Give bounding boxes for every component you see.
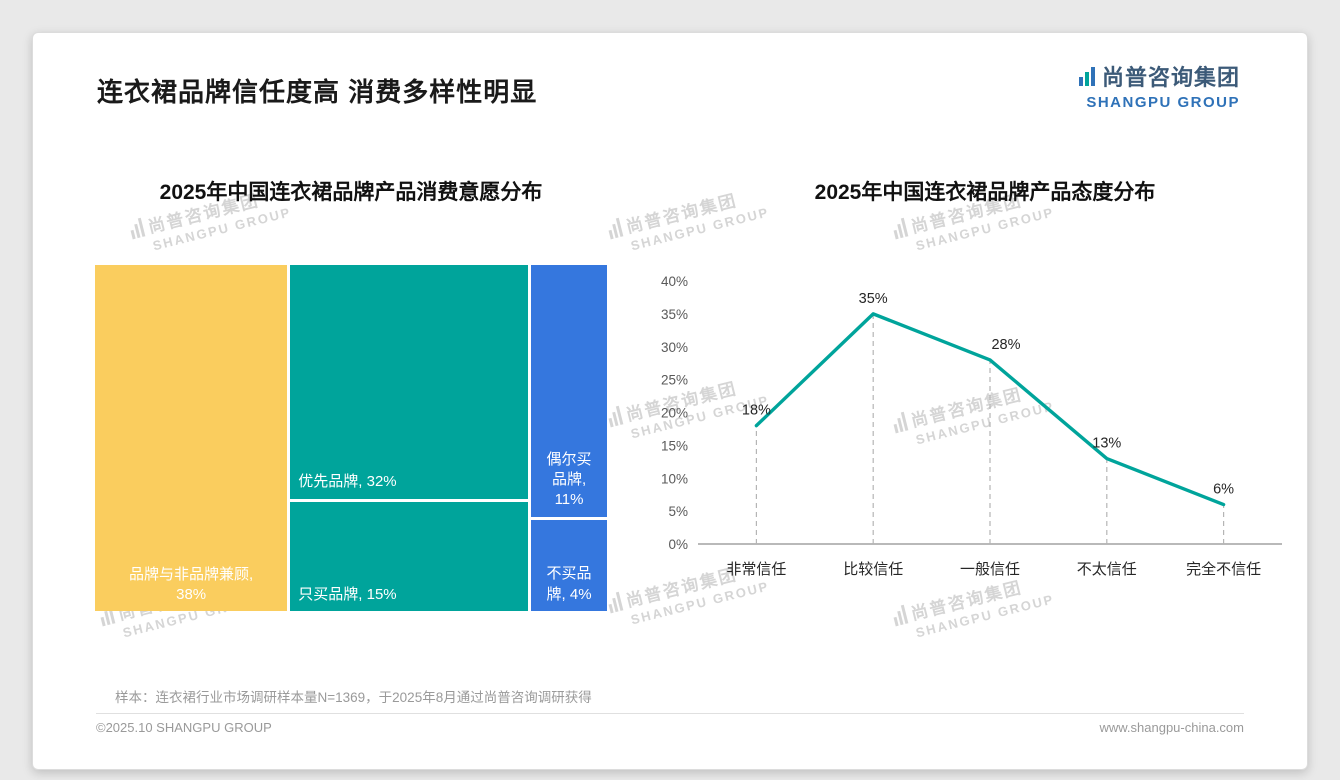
y-axis-tick: 5% <box>668 504 688 519</box>
logo-cn-text: 尚普咨询集团 <box>1101 65 1240 90</box>
data-point-label: 13% <box>1092 436 1121 452</box>
mosaic-column: 偶尔买 品牌, 11% 不买品 牌, 4% <box>531 265 607 611</box>
data-point-label: 18% <box>742 403 771 419</box>
y-axis-tick: 0% <box>668 537 688 552</box>
x-axis-category: 比较信任 <box>843 560 903 578</box>
y-axis-tick: 25% <box>661 373 688 388</box>
data-point-label: 35% <box>859 291 888 307</box>
footer-divider <box>96 713 1244 714</box>
treemap-segment-label: 不买品 牌, 4% <box>546 565 592 603</box>
attitude-series-line <box>754 312 1226 507</box>
footer-copyright: ©2025.10 SHANGPU GROUP <box>96 720 272 735</box>
right-chart-title: 2025年中国连衣裙品牌产品态度分布 <box>814 181 1156 204</box>
logo-bars-icon <box>1078 66 1095 86</box>
x-axis-category: 完全不信任 <box>1186 560 1261 578</box>
x-axis-category: 一般信任 <box>960 561 1020 578</box>
left-chart-title: 2025年中国连衣裙品牌产品消费意愿分布 <box>159 181 543 204</box>
y-axis-tick: 30% <box>661 340 688 355</box>
treemap-segment-只买品牌: 只买品牌, 15% <box>290 501 529 611</box>
y-axis-tick: 40% <box>661 274 688 289</box>
page-title: 连衣裙品牌信任度高 消费多样性明显 <box>97 77 538 107</box>
y-axis-tick: 20% <box>661 406 688 421</box>
logo-en-text: SHANGPU GROUP <box>1086 94 1240 111</box>
treemap-segment-label: 只买品牌, 15% <box>298 585 397 603</box>
data-point-label: 6% <box>1213 482 1234 498</box>
y-axis-tick: 15% <box>661 438 688 453</box>
mosaic-column: 品牌与非品牌兼顾, 38% <box>95 265 288 611</box>
treemap-segment-label: 品牌与非品牌兼顾, 38% <box>129 565 254 603</box>
y-axis-tick: 10% <box>661 471 688 486</box>
x-axis-category: 不太信任 <box>1077 561 1137 578</box>
attitude-line-chart: 0% 5% 10% 15% 20% 25% 30% 35% 40% 非常信任 比较信任 一般信任 不太信… <box>661 274 1282 578</box>
x-axis-category: 非常信任 <box>726 561 786 578</box>
treemap-segment-品牌与非品牌兼顾: 品牌与非品牌兼顾, 38% <box>95 265 288 611</box>
treemap-segment-label: 偶尔买 品牌, 11% <box>546 450 592 509</box>
mosaic-column: 优先品牌, 32% 只买品牌, 15% <box>290 265 529 611</box>
y-axis-tick: 35% <box>661 307 688 322</box>
treemap-segment-label: 优先品牌, 32% <box>298 473 397 491</box>
logo-cn-line: 尚普咨询集团 <box>1078 60 1240 92</box>
sample-footnote: 样本：连衣裙行业市场调研样本量N=1369，于2025年8月通过尚普咨询调研获得 <box>115 690 592 705</box>
consumption-intent-treemap: 品牌与非品牌兼顾, 38% 优先品牌, 32% 只买品牌, 15% 偶尔买 品牌, 1… <box>95 265 607 611</box>
treemap-segment-不买品牌: 不买品 牌, 4% <box>531 519 607 611</box>
data-point-label: 28% <box>991 337 1020 353</box>
company-logo: 尚普咨询集团 SHANGPU GROUP <box>1078 60 1240 111</box>
treemap-segment-偶尔买品牌: 偶尔买 品牌, 11% <box>531 265 607 517</box>
treemap-segment-优先品牌: 优先品牌, 32% <box>290 265 529 499</box>
footer-website: www.shangpu-china.com <box>1099 720 1244 735</box>
